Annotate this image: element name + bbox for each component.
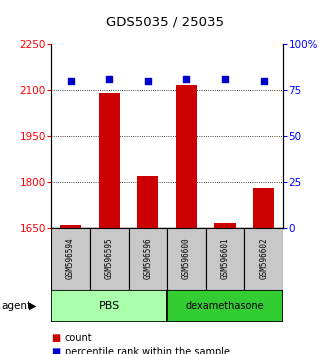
Text: PBS: PBS bbox=[99, 301, 120, 311]
Text: GSM596594: GSM596594 bbox=[66, 237, 75, 279]
Bar bbox=[167, 228, 206, 290]
Bar bbox=[176, 85, 197, 228]
Bar bbox=[137, 176, 159, 228]
Bar bbox=[51, 228, 90, 290]
Point bbox=[107, 76, 112, 82]
Text: ■: ■ bbox=[51, 347, 61, 354]
Point bbox=[68, 78, 73, 84]
Point bbox=[222, 76, 228, 82]
Text: dexamethasone: dexamethasone bbox=[186, 301, 264, 311]
Bar bbox=[167, 290, 283, 322]
Text: GSM596601: GSM596601 bbox=[220, 237, 230, 279]
Bar bbox=[244, 228, 283, 290]
Text: percentile rank within the sample: percentile rank within the sample bbox=[65, 347, 229, 354]
Text: GSM596602: GSM596602 bbox=[259, 237, 268, 279]
Bar bbox=[214, 223, 236, 228]
Text: count: count bbox=[65, 333, 92, 343]
Point bbox=[184, 76, 189, 82]
Text: agent: agent bbox=[2, 301, 32, 311]
Bar bbox=[51, 290, 167, 322]
Text: GDS5035 / 25035: GDS5035 / 25035 bbox=[107, 16, 224, 29]
Text: GSM596596: GSM596596 bbox=[143, 237, 152, 279]
Text: GSM596600: GSM596600 bbox=[182, 237, 191, 279]
Bar bbox=[206, 228, 244, 290]
Bar bbox=[99, 93, 120, 228]
Text: ■: ■ bbox=[51, 333, 61, 343]
Bar bbox=[60, 225, 81, 228]
Point bbox=[261, 78, 266, 84]
Bar bbox=[128, 228, 167, 290]
Text: GSM596595: GSM596595 bbox=[105, 237, 114, 279]
Point bbox=[145, 78, 151, 84]
Bar bbox=[253, 188, 274, 228]
Bar bbox=[90, 228, 128, 290]
Text: ▶: ▶ bbox=[29, 301, 36, 311]
